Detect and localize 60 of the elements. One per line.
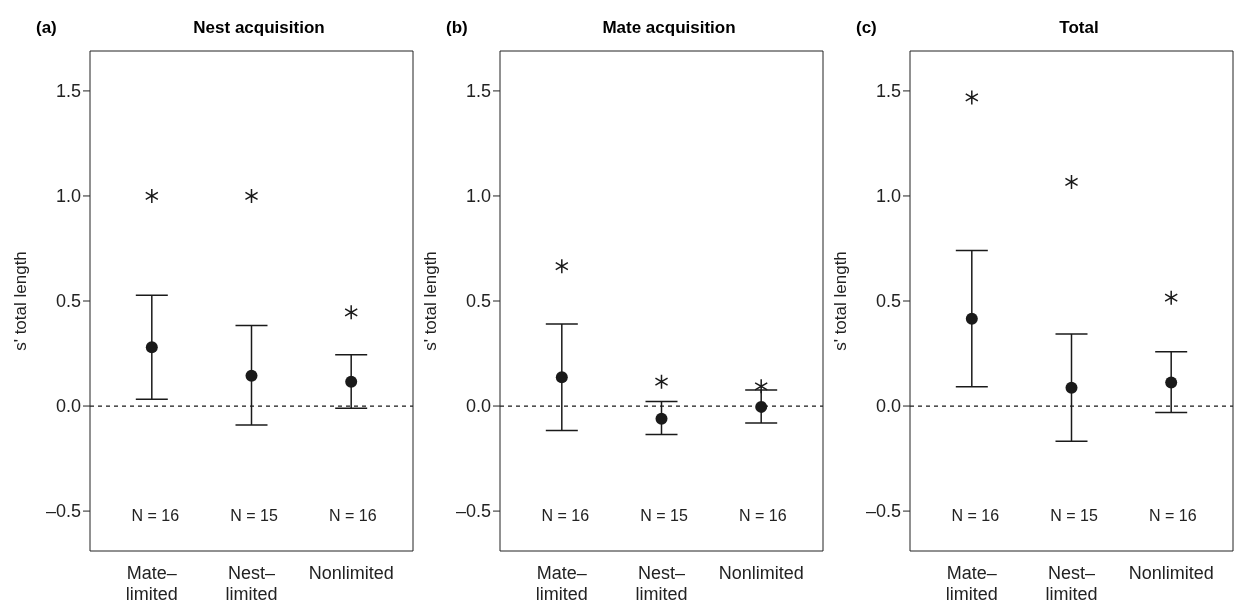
y-tick-label: 0.0 xyxy=(465,396,491,417)
point xyxy=(1165,376,1178,389)
y-tick-label: –0.5 xyxy=(455,501,491,522)
text: (b) xyxy=(446,18,468,37)
point xyxy=(145,188,159,204)
annotation: N = 15 xyxy=(1049,507,1099,525)
y-tick-label: 1.0 xyxy=(875,185,901,206)
y-tick-label: 0.0 xyxy=(55,396,81,417)
x-tick-label: Nonlimited xyxy=(718,563,804,583)
y-tick-label: 0.0 xyxy=(875,396,901,417)
y-tick-label: 0.5 xyxy=(465,291,491,311)
x-tick-label: Nest–limited xyxy=(635,563,688,604)
y-axis-title: s' total length xyxy=(831,251,851,351)
point xyxy=(965,89,979,106)
point xyxy=(245,369,258,382)
annotation: N = 15 xyxy=(639,507,689,525)
x-tick-label: Nonlimited xyxy=(1128,563,1214,583)
annotation: N = 16 xyxy=(327,507,378,525)
point xyxy=(654,373,669,390)
point xyxy=(344,304,358,321)
y-tick-label: 1.0 xyxy=(465,185,491,206)
point xyxy=(145,341,158,354)
x-tick-label: Nonlimited xyxy=(308,563,394,583)
annotation: N = 16 xyxy=(737,507,788,525)
point xyxy=(655,412,668,425)
x-tick-label: Mate–limited xyxy=(945,563,998,604)
point xyxy=(1065,381,1078,394)
y-tick-label: –0.5 xyxy=(865,501,901,522)
chart-title: Total xyxy=(1058,18,1100,38)
y-tick-label: 1.5 xyxy=(875,80,901,101)
y-tick-label: –0.5 xyxy=(45,501,81,522)
point xyxy=(1164,289,1178,306)
y-tick-label: 0.5 xyxy=(55,291,81,311)
point xyxy=(965,312,978,325)
chart-title: Mate acquisition xyxy=(601,18,737,38)
point xyxy=(755,400,768,413)
annotation: N = 16 xyxy=(130,507,181,525)
text: (c) xyxy=(856,18,877,37)
x-tick-label: Nest–limited xyxy=(225,563,278,604)
y-tick-label: 1.5 xyxy=(55,80,81,101)
y-axis-title: s' total length xyxy=(11,251,31,351)
y-tick-label: 0.5 xyxy=(875,291,901,311)
point xyxy=(345,375,358,388)
x-tick-label: Nest–limited xyxy=(1045,563,1098,604)
chart-title: Nest acquisition xyxy=(192,18,326,38)
point xyxy=(555,258,569,274)
y-tick-label: 1.5 xyxy=(465,80,491,101)
y-tick-label: 1.0 xyxy=(55,185,81,206)
point xyxy=(555,371,568,384)
x-tick-label: Mate–limited xyxy=(535,563,588,604)
point xyxy=(1064,174,1079,190)
point xyxy=(754,378,768,395)
annotation: N = 15 xyxy=(229,507,279,525)
text: (a) xyxy=(36,18,57,37)
annotation: N = 16 xyxy=(950,507,1001,525)
annotation: N = 16 xyxy=(1147,507,1198,525)
x-tick-label: Mate–limited xyxy=(125,563,178,604)
annotation: N = 16 xyxy=(540,507,591,525)
y-axis-title: s' total length xyxy=(421,251,441,351)
point xyxy=(244,188,259,204)
